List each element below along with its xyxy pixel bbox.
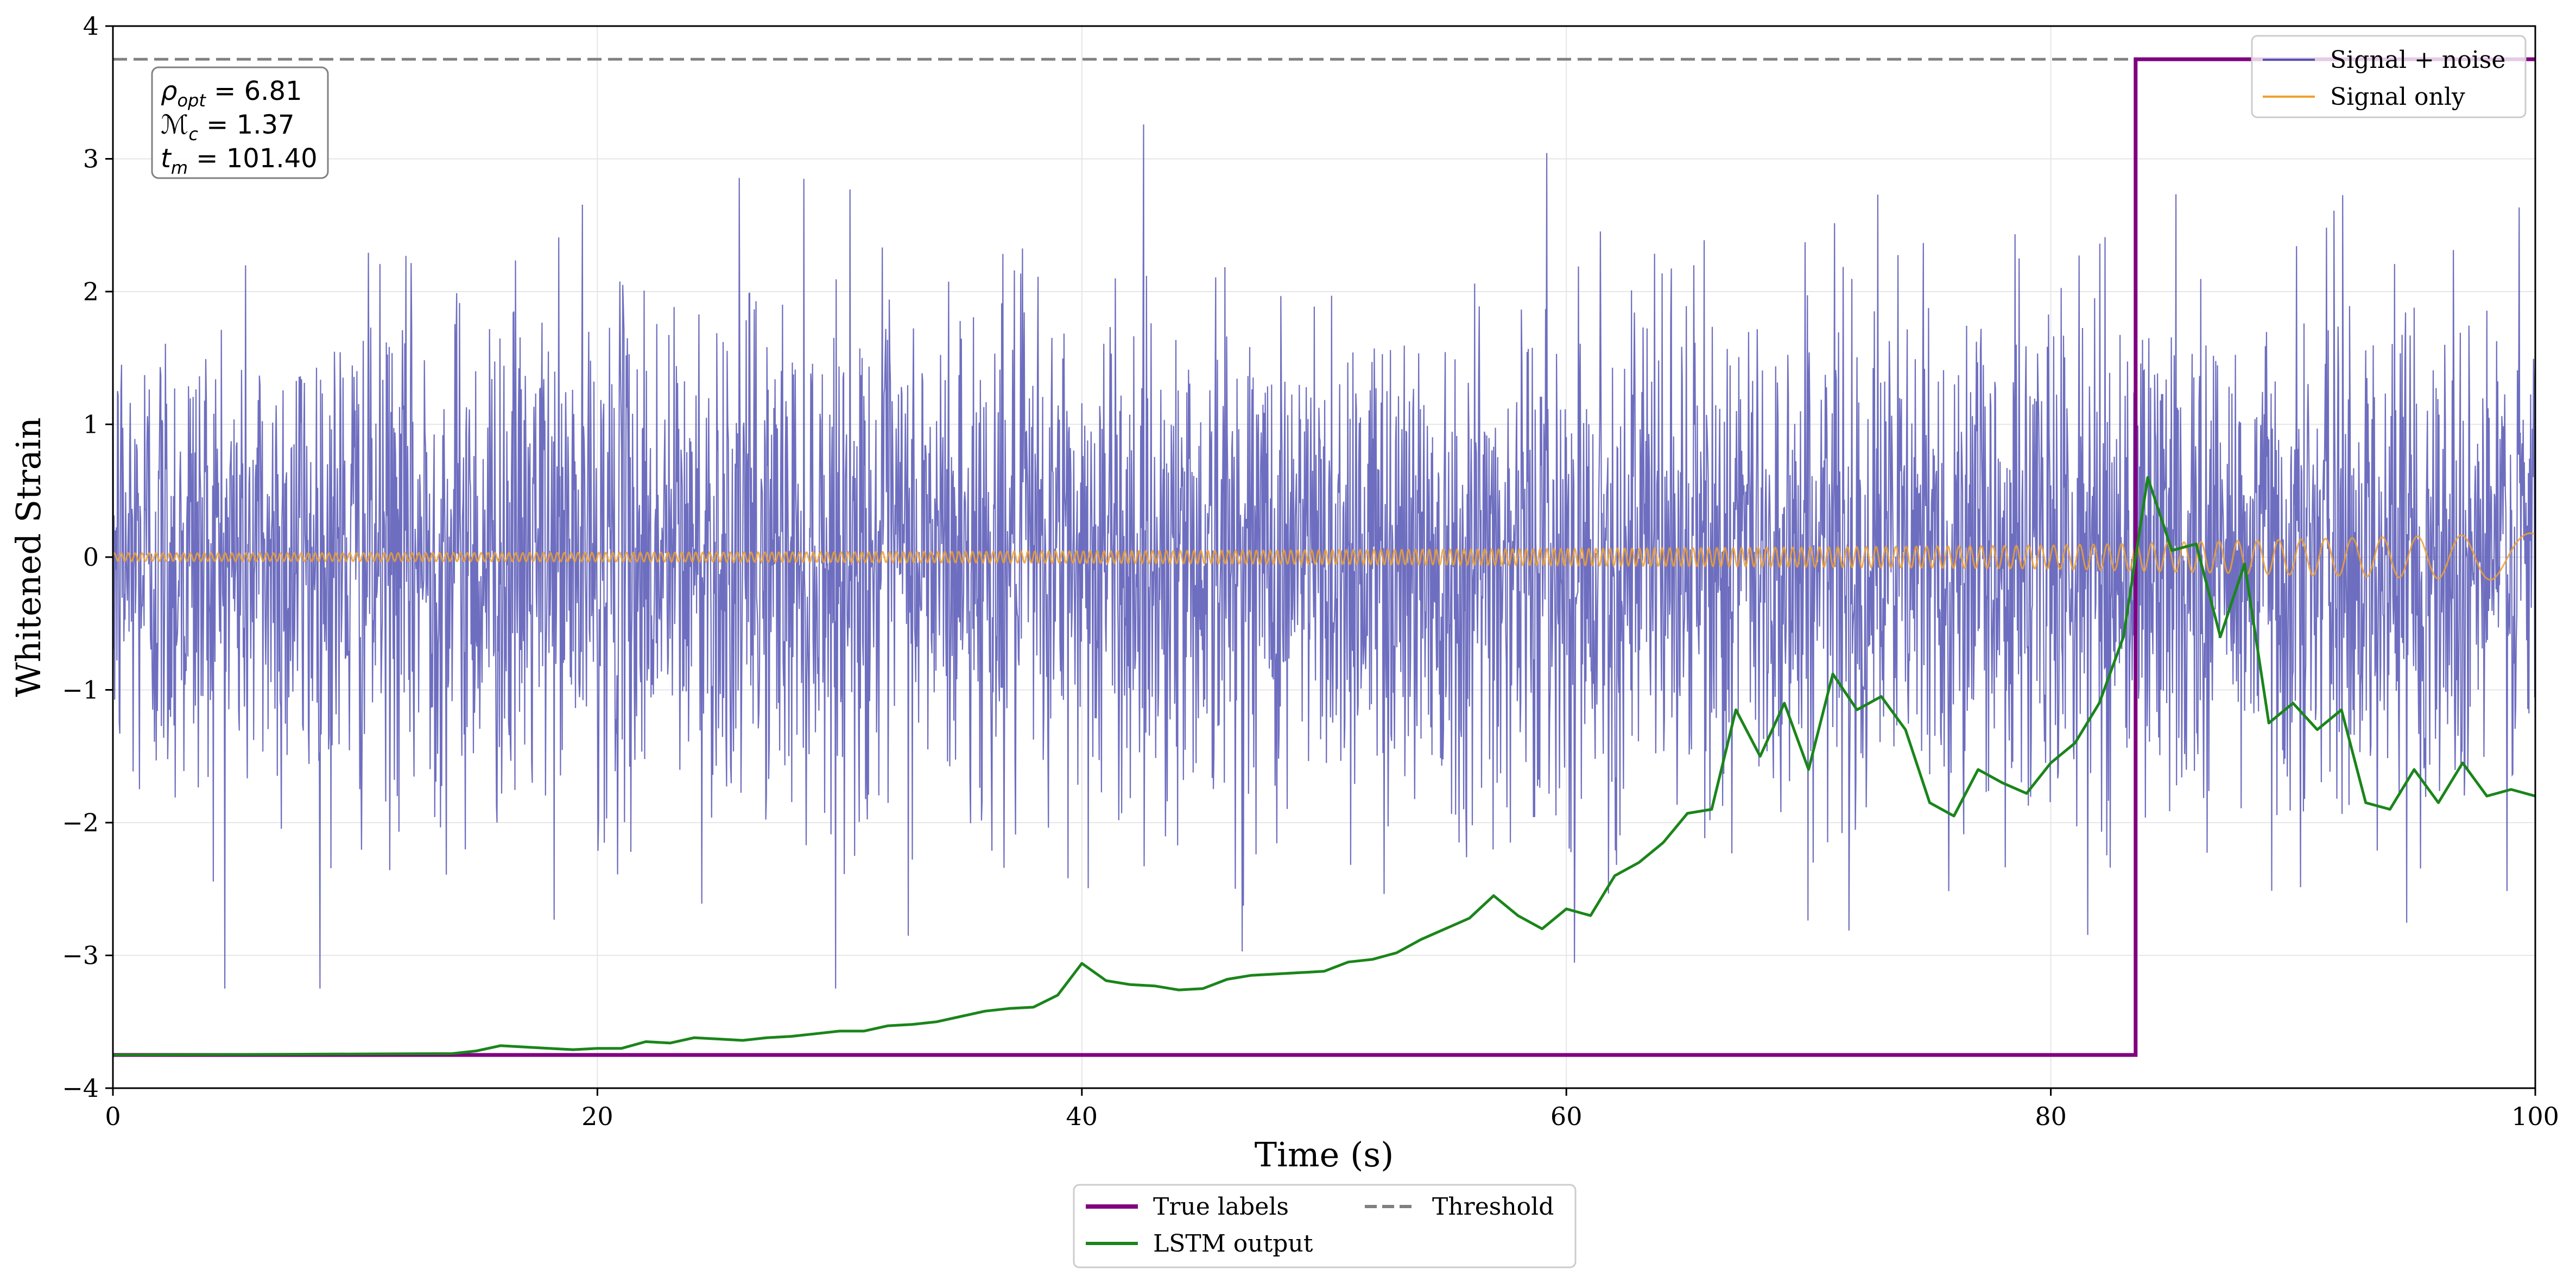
x-tick-label: 40 xyxy=(1066,1102,1098,1131)
annotation-value: = 6.81 xyxy=(206,76,302,106)
y-tick-label: 4 xyxy=(83,11,99,41)
legend-label: LSTM output xyxy=(1153,1230,1313,1258)
legend-label: Signal + noise xyxy=(2330,46,2505,74)
annotation-line: tm = 101.40 xyxy=(161,143,318,178)
lstm-output-series xyxy=(113,476,2535,1057)
annotation-line: ρopt = 6.81 xyxy=(161,76,302,111)
legend-label: Signal only xyxy=(2330,83,2465,111)
upper-legend-frame xyxy=(2251,35,2527,118)
legend-label: Threshold xyxy=(1432,1193,1554,1221)
signal-plus-noise-line xyxy=(113,124,2535,989)
annotation-frame xyxy=(151,66,329,179)
y-tick-label: 3 xyxy=(83,144,99,174)
x-axis-label: Time (s) xyxy=(1255,1135,1394,1174)
y-tick-label: −2 xyxy=(62,808,99,837)
y-tick-label: 0 xyxy=(83,542,99,572)
axis-ticks: 0 20 40 60 80 100 −4 −3 −2 −1 0 1 2 3 4 xyxy=(62,11,2559,1131)
annotation-value: = 1.37 xyxy=(198,110,295,140)
legend-label: True labels xyxy=(1153,1193,1289,1221)
signal-plus-noise-series xyxy=(113,124,2535,989)
y-tick-label: −4 xyxy=(62,1073,99,1103)
y-tick-label: 1 xyxy=(83,410,99,439)
signal-only-line xyxy=(113,532,2535,581)
signal-only-series xyxy=(113,532,2535,581)
y-tick-label: 2 xyxy=(83,277,99,306)
annotation-symbol: ρ xyxy=(161,76,177,106)
lower-legend: True labels LSTM output Threshold xyxy=(1073,1184,1577,1268)
lstm-output-line xyxy=(113,476,2535,1057)
annotation-subscript: c xyxy=(188,124,198,144)
y-tick-label: −1 xyxy=(62,675,99,705)
x-tick-label: 0 xyxy=(105,1102,121,1131)
x-tick-label: 80 xyxy=(2035,1102,2067,1131)
annotation-symbol: t xyxy=(161,143,172,174)
annotation-line: ℳc = 1.37 xyxy=(161,110,295,144)
y-tick-label: −3 xyxy=(62,941,99,970)
annotation-symbol: ℳ xyxy=(161,110,188,140)
lower-legend-frame xyxy=(1073,1184,1577,1268)
x-tick-label: 100 xyxy=(2511,1102,2559,1131)
annotation-subscript: opt xyxy=(177,90,206,111)
x-tick-label: 60 xyxy=(1550,1102,1583,1131)
annotation-value: = 101.40 xyxy=(188,143,318,174)
x-tick-label: 20 xyxy=(581,1102,613,1131)
y-axis-label: Whitened Strain xyxy=(9,418,48,697)
upper-legend: Signal + noise Signal only xyxy=(2251,35,2527,118)
annotation-subscript: m xyxy=(171,157,188,178)
plot-area xyxy=(113,57,2535,1057)
